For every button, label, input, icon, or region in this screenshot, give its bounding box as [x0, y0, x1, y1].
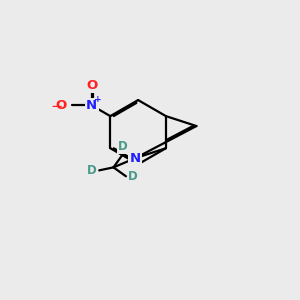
- Text: N: N: [130, 152, 141, 165]
- Text: O: O: [55, 99, 66, 112]
- Text: N: N: [86, 99, 97, 112]
- Text: +: +: [94, 95, 101, 104]
- Text: D: D: [128, 170, 138, 183]
- Text: D: D: [87, 164, 97, 177]
- Text: N: N: [130, 152, 141, 165]
- Text: −: −: [51, 99, 63, 114]
- Text: O: O: [86, 79, 98, 92]
- Text: D: D: [118, 140, 127, 153]
